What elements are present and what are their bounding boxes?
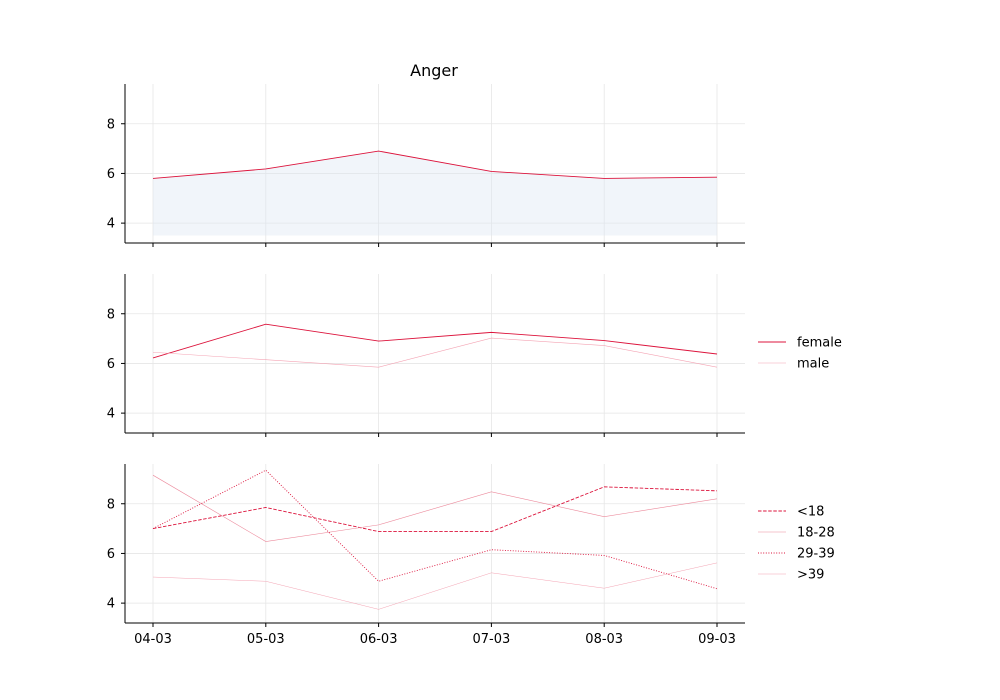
x-tick-label: 04-03 [134, 632, 172, 647]
panel-overall: 4 6 8 [107, 84, 745, 247]
panel-age: 4 6 8 04-03 05-03 06-03 07-03 08-03 09-03 <18 18-2… [107, 464, 835, 647]
y-tick-label: 6 [107, 357, 115, 372]
y-tick-label: 8 [107, 307, 115, 322]
y-tick-label: 8 [107, 117, 115, 132]
y-tick-label: 6 [107, 167, 115, 182]
y-tick-label: 4 [107, 597, 115, 612]
panel-gender: 4 6 8 female male [107, 274, 842, 437]
series-line [152, 150, 718, 179]
x-tick-label: 07-03 [473, 632, 511, 647]
y-tick-label: 4 [107, 407, 115, 422]
legend-label: 18-28 [797, 526, 835, 541]
series-line-18-28 [152, 474, 718, 542]
legend-label: female [797, 336, 842, 351]
legend: female male [758, 336, 842, 372]
series-line-<18 [152, 486, 718, 533]
legend-label: male [797, 357, 829, 372]
y-tick-label: 6 [107, 547, 115, 562]
y-tick-label: 8 [107, 497, 115, 512]
x-tick-label: 08-03 [585, 632, 623, 647]
legend-label: <18 [797, 505, 824, 520]
series-line->39 [152, 562, 718, 610]
legend-label: 29-39 [797, 547, 835, 562]
y-tick-label: 4 [107, 217, 115, 232]
series-line-male [152, 337, 718, 368]
series-line-29-39 [152, 469, 718, 590]
legend: <18 18-28 29-39 >39 [758, 505, 835, 583]
x-tick-label: 06-03 [360, 632, 398, 647]
legend-label: >39 [797, 568, 824, 583]
x-tick-label: 09-03 [698, 632, 736, 647]
x-tick-label: 05-03 [247, 632, 285, 647]
chart-title: Anger [410, 61, 458, 80]
area-fill [153, 151, 717, 236]
series-line-female [152, 323, 718, 359]
